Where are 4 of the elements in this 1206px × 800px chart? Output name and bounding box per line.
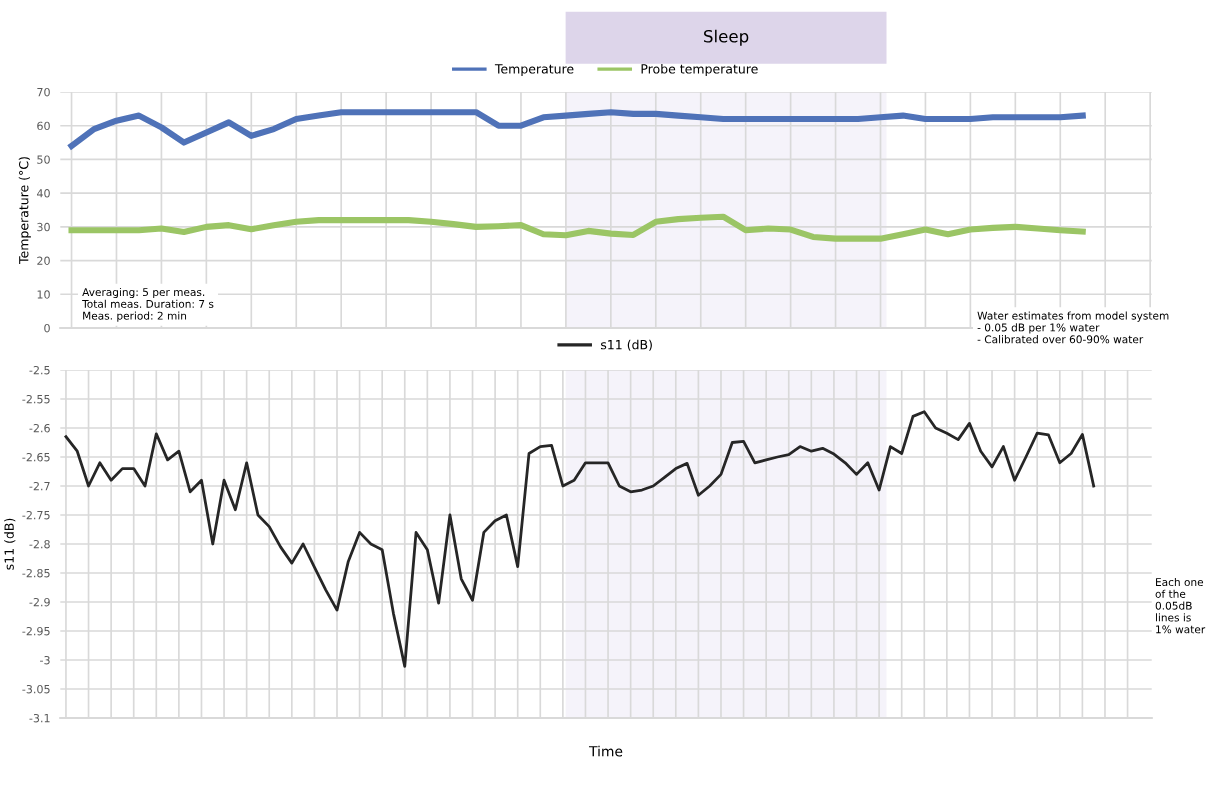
line-series xyxy=(68,109,1086,149)
line-series xyxy=(64,410,1096,668)
line-series xyxy=(68,213,1086,242)
text: Sleep xyxy=(704,29,749,46)
